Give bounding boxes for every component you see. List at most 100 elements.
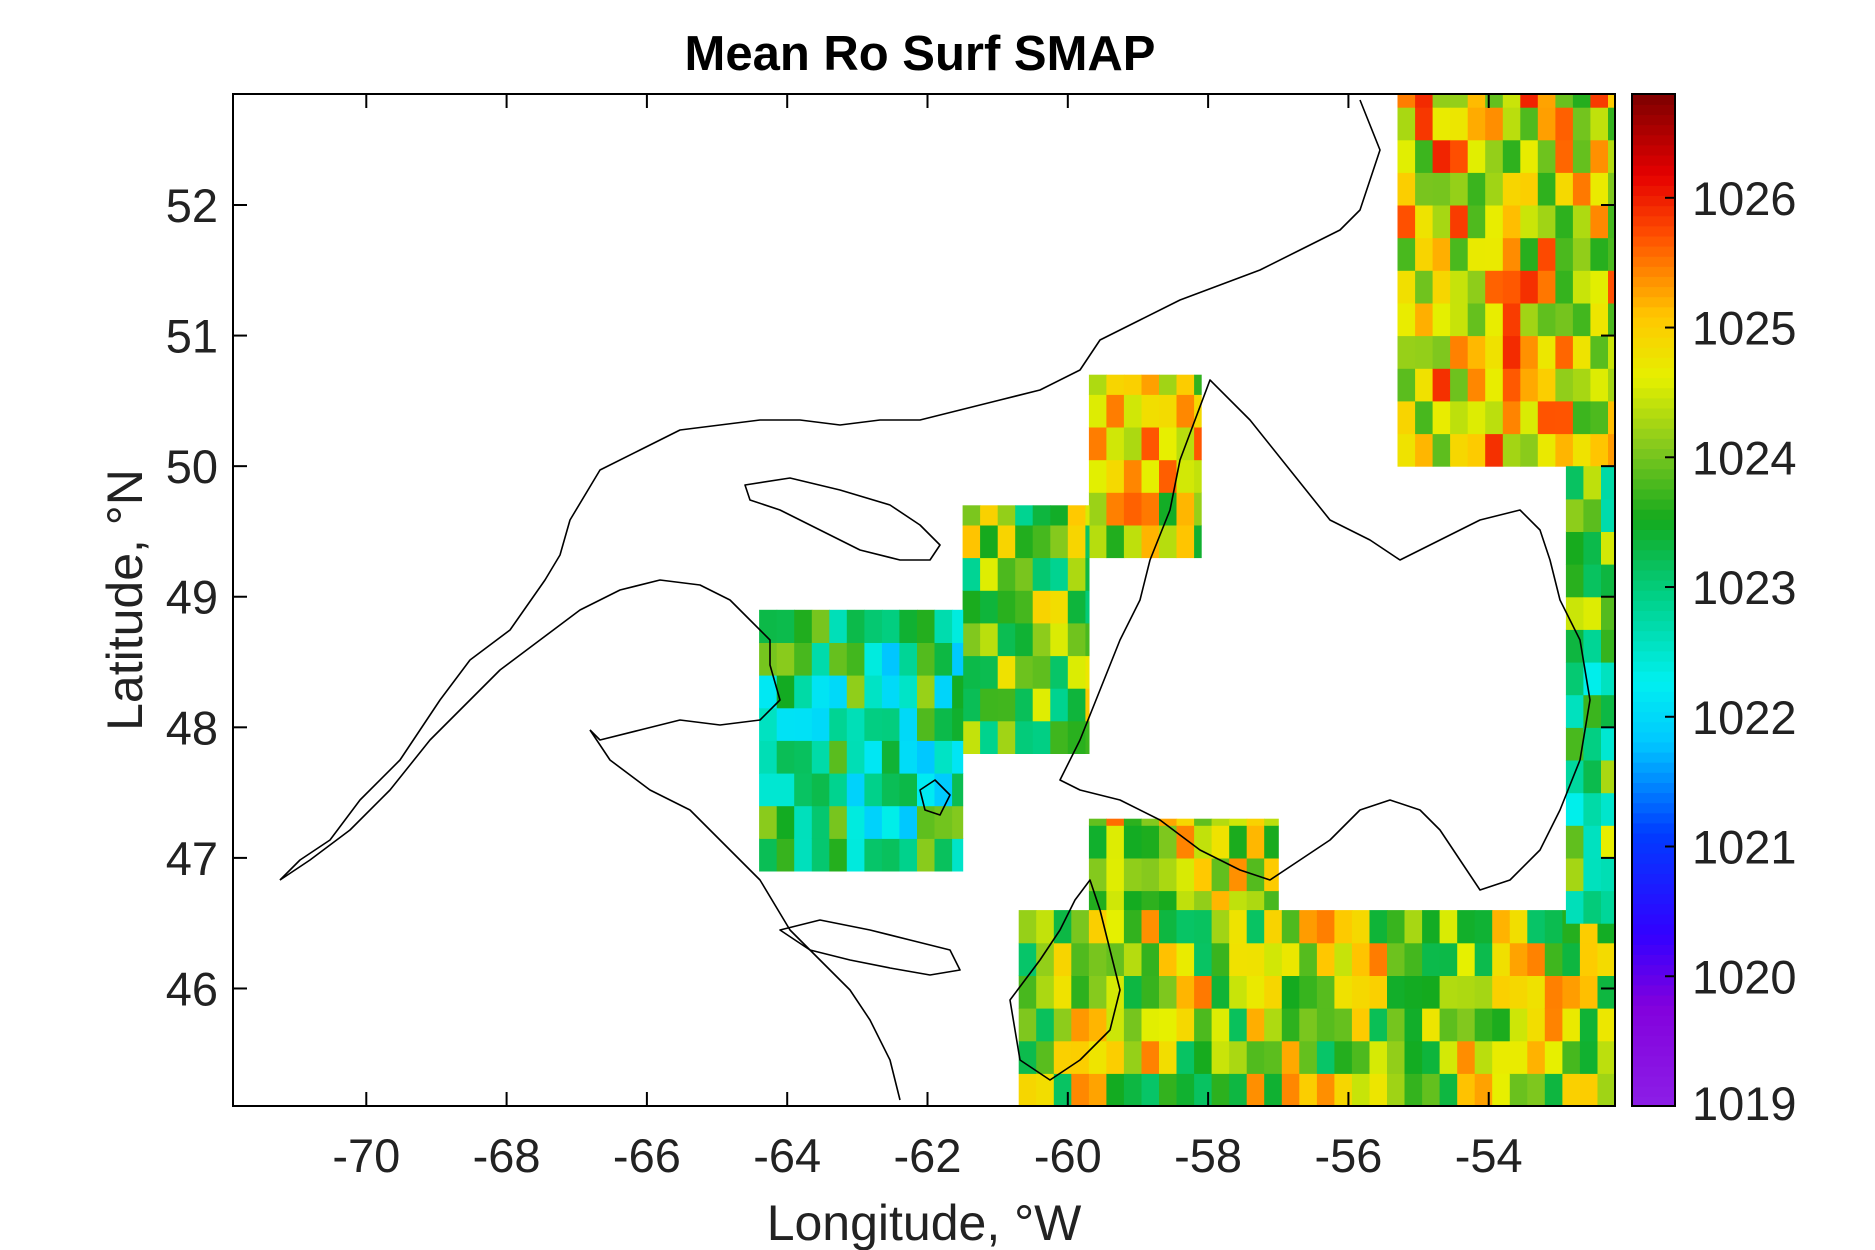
heatmap-cell bbox=[1485, 139, 1504, 173]
heatmap-cell bbox=[1572, 205, 1591, 239]
colorbar-swatch bbox=[1632, 154, 1675, 166]
colorbar-swatch bbox=[1632, 974, 1675, 986]
heatmap-cell bbox=[1579, 942, 1598, 976]
heatmap-cell bbox=[1050, 524, 1069, 559]
heatmap-cell bbox=[811, 838, 830, 872]
heatmap-cell bbox=[962, 622, 981, 657]
colorbar-swatch bbox=[1632, 832, 1675, 844]
heatmap-cell bbox=[1397, 205, 1416, 239]
heatmap-cell bbox=[962, 720, 981, 754]
heatmap-cell bbox=[1141, 942, 1160, 976]
heatmap-cell bbox=[899, 609, 918, 643]
heatmap-cell bbox=[794, 675, 813, 709]
heatmap-cell bbox=[1537, 433, 1556, 467]
heatmap-cell bbox=[1422, 910, 1441, 944]
heatmap-cell bbox=[1601, 662, 1616, 696]
heatmap-cell bbox=[1036, 910, 1055, 944]
heatmap-cell bbox=[1387, 1073, 1406, 1107]
heatmap-cell bbox=[1176, 857, 1195, 892]
heatmap-cell bbox=[1583, 531, 1602, 565]
heatmap-cell bbox=[864, 675, 883, 709]
heatmap-cell bbox=[1457, 1073, 1476, 1107]
heatmap-cell bbox=[1601, 857, 1616, 892]
heatmap-cell bbox=[1467, 368, 1486, 402]
heatmap-cell bbox=[1474, 910, 1493, 944]
heatmap-cell bbox=[1106, 427, 1125, 461]
heatmap-cell bbox=[1106, 818, 1125, 826]
coastline-cape-breton bbox=[1009, 879, 1121, 1081]
heatmap-cell bbox=[1334, 1073, 1353, 1107]
heatmap-cell bbox=[1334, 910, 1353, 944]
colorbar-tick-label: 1026 bbox=[1692, 172, 1797, 225]
heatmap-cell bbox=[1415, 205, 1434, 239]
heatmap-cell bbox=[1229, 825, 1248, 859]
heatmap-cell bbox=[1572, 172, 1591, 206]
colorbar-swatch bbox=[1632, 741, 1675, 753]
colorbar-swatch bbox=[1632, 1065, 1675, 1077]
colorbar-swatch bbox=[1632, 539, 1675, 551]
heatmap-cell bbox=[1608, 107, 1616, 141]
heatmap-cell bbox=[917, 707, 936, 741]
heatmap-cell bbox=[1467, 400, 1486, 435]
heatmap-cell bbox=[1565, 857, 1584, 892]
colorbar-ticks: 1019 1020 1021 1022 1023 1024 1025 1026 bbox=[1665, 172, 1797, 1130]
heatmap-cell bbox=[1450, 94, 1469, 108]
colorbar-swatch bbox=[1632, 195, 1675, 207]
colorbar-frame bbox=[1631, 93, 1676, 1107]
x-tick-label: -70 bbox=[332, 1129, 400, 1182]
heatmap-cell bbox=[759, 838, 778, 872]
heatmap-cell bbox=[794, 740, 813, 774]
heatmap-cell bbox=[1415, 400, 1434, 435]
heatmap-cell bbox=[997, 622, 1016, 657]
heatmap-cell bbox=[1085, 590, 1090, 624]
heatmap-cell bbox=[1565, 466, 1584, 500]
heatmap-cell bbox=[1334, 942, 1353, 976]
colorbar-swatch bbox=[1632, 407, 1675, 419]
heatmap-cell bbox=[1032, 524, 1051, 559]
heatmap-cell bbox=[1053, 1008, 1072, 1042]
heatmap-cell bbox=[1334, 975, 1353, 1009]
heatmap-cell bbox=[1194, 825, 1213, 859]
heatmap-cell bbox=[1351, 942, 1370, 976]
heatmap-cell bbox=[1562, 1008, 1581, 1042]
colorbar-swatch bbox=[1632, 266, 1675, 277]
heatmap-cell bbox=[997, 590, 1016, 624]
heatmap-cell bbox=[1123, 857, 1142, 892]
heatmap-cell bbox=[1432, 302, 1451, 337]
heatmap-cell bbox=[899, 675, 918, 709]
heatmap-cell bbox=[1053, 1040, 1072, 1074]
heatmap-cell bbox=[1608, 139, 1616, 173]
heatmap-cell bbox=[1194, 975, 1213, 1009]
heatmap-cell bbox=[1579, 1040, 1598, 1074]
heatmap-cell bbox=[1537, 368, 1556, 402]
heatmap-cell bbox=[1281, 910, 1300, 944]
heatmap-cell bbox=[1176, 1008, 1195, 1042]
heatmap-cell bbox=[1597, 1040, 1616, 1074]
heatmap-cell bbox=[1141, 374, 1160, 395]
heatmap-cell bbox=[980, 720, 999, 754]
heatmap-cell bbox=[1264, 1008, 1283, 1042]
heatmap-cell bbox=[1474, 975, 1493, 1009]
coastline-anticosti bbox=[744, 477, 941, 561]
coastline-newfoundland bbox=[1059, 379, 1591, 891]
x-tick-label: -58 bbox=[1174, 1129, 1242, 1182]
colorbar-gradient bbox=[1632, 94, 1675, 1107]
heatmap-cell bbox=[1159, 374, 1178, 395]
heatmap-cell bbox=[1050, 720, 1069, 754]
heatmap-cell bbox=[1053, 910, 1072, 944]
heatmap-cell bbox=[1608, 237, 1616, 271]
heatmap-cell bbox=[1422, 975, 1441, 1009]
colorbar-swatch bbox=[1632, 357, 1675, 369]
heatmap-cell bbox=[1088, 1040, 1107, 1074]
colorbar-swatch bbox=[1632, 822, 1675, 834]
heatmap-cell bbox=[829, 740, 848, 774]
heatmap-cell bbox=[1520, 205, 1539, 239]
colorbar-tick-label: 1025 bbox=[1692, 302, 1797, 355]
heatmap-cell bbox=[1601, 596, 1616, 630]
heatmap-cell bbox=[1537, 107, 1556, 141]
heatmap-cell bbox=[776, 642, 795, 676]
heatmap-cell bbox=[1141, 1073, 1160, 1107]
heatmap-cell bbox=[952, 642, 964, 676]
heatmap-cell bbox=[1415, 172, 1434, 206]
heatmap-cell bbox=[1509, 942, 1528, 976]
